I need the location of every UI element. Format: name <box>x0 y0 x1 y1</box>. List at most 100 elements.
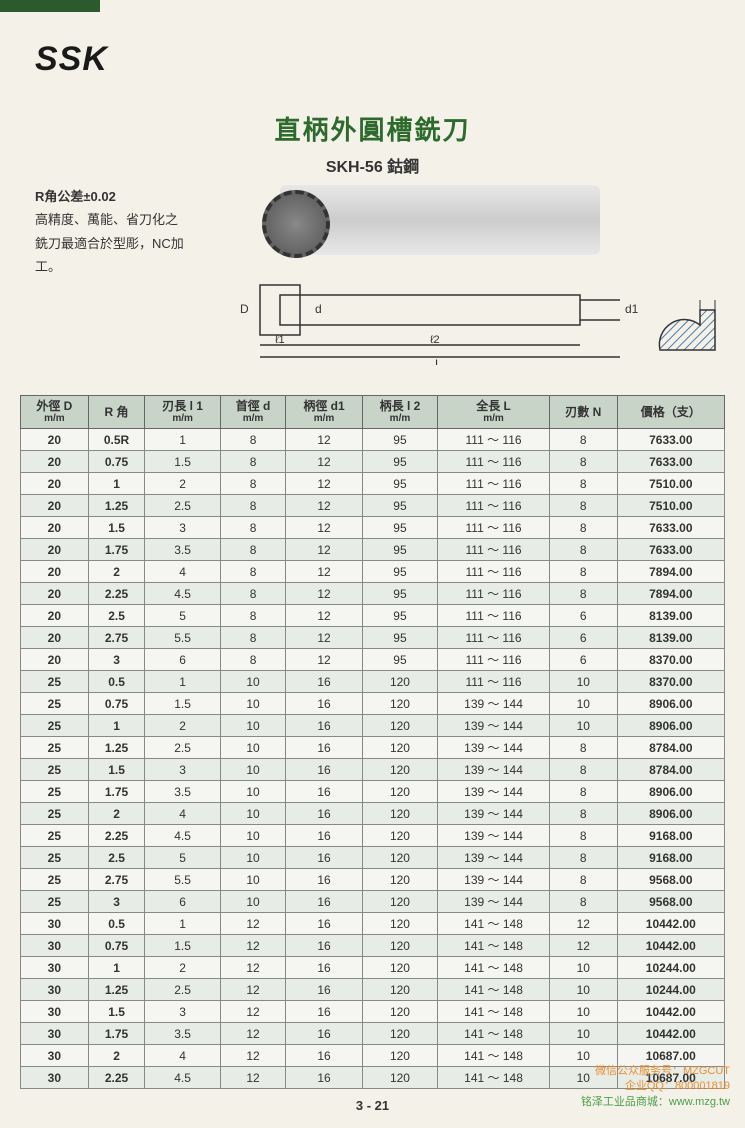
table-cell: 120 <box>362 671 437 693</box>
main-title: 直柄外圓槽銑刀 <box>0 110 745 147</box>
table-cell: 16 <box>286 1001 362 1023</box>
table-cell: 10 <box>549 957 617 979</box>
table-cell: 25 <box>21 825 89 847</box>
table-cell: 8 <box>549 781 617 803</box>
table-cell: 25 <box>21 803 89 825</box>
table-cell: 139 ～ 144 <box>438 825 550 847</box>
table-row: 252.254.51016120139 ～ 14489168.00 <box>21 825 725 847</box>
table-cell: 7633.00 <box>617 429 724 451</box>
table-cell: 30 <box>21 1001 89 1023</box>
table-cell: 5.5 <box>145 627 220 649</box>
table-cell: 16 <box>286 781 362 803</box>
table-cell: 12 <box>286 429 362 451</box>
table-cell: 111 ～ 116 <box>438 649 550 671</box>
footer-line2: 企业QQ：800001819 <box>581 1079 730 1094</box>
table-cell: 8 <box>549 847 617 869</box>
table-cell: 8 <box>220 495 285 517</box>
table-cell: 95 <box>362 517 437 539</box>
col-header: 柄長 l 2m/m <box>362 396 437 429</box>
table-cell: 10 <box>220 803 285 825</box>
table-cell: 120 <box>362 935 437 957</box>
table-cell: 20 <box>21 583 89 605</box>
table-cell: 9568.00 <box>617 869 724 891</box>
table-cell: 16 <box>286 1023 362 1045</box>
table-row: 201281295111 ～ 11687510.00 <box>21 473 725 495</box>
table-cell: 12 <box>220 1045 285 1067</box>
table-cell: 120 <box>362 1023 437 1045</box>
table-cell: 95 <box>362 583 437 605</box>
table-cell: 2.5 <box>88 847 145 869</box>
table-cell: 8 <box>220 605 285 627</box>
table-cell: 12 <box>286 649 362 671</box>
table-cell: 3.5 <box>145 781 220 803</box>
table-cell: 20 <box>21 539 89 561</box>
table-row: 300.751.51216120141 ～ 1481210442.00 <box>21 935 725 957</box>
table-cell: 8 <box>220 649 285 671</box>
table-cell: 8 <box>220 539 285 561</box>
table-cell: 20 <box>21 495 89 517</box>
table-cell: 12 <box>286 539 362 561</box>
table-cell: 139 ～ 144 <box>438 891 550 913</box>
table-cell: 9168.00 <box>617 847 724 869</box>
profile-detail-drawing <box>650 290 730 370</box>
diagram-area: D d d1 ℓ1 ℓ2 L <box>210 185 670 365</box>
table-cell: 12 <box>549 935 617 957</box>
table-cell: 16 <box>286 759 362 781</box>
table-cell: 111 ～ 116 <box>438 583 550 605</box>
table-cell: 20 <box>21 649 89 671</box>
table-cell: 12 <box>286 561 362 583</box>
note-block: R角公差±0.02 高精度、萬能、省刀化之銑刀最適合於型彫，NC加工。 <box>35 185 185 279</box>
table-cell: 16 <box>286 693 362 715</box>
table-cell: 3 <box>88 649 145 671</box>
table-cell: 2.75 <box>88 869 145 891</box>
table-row: 252.755.51016120139 ～ 14489568.00 <box>21 869 725 891</box>
label-d: d <box>315 302 322 316</box>
table-cell: 141 ～ 148 <box>438 1001 550 1023</box>
table-row: 301.252.51216120141 ～ 1481010244.00 <box>21 979 725 1001</box>
table-row: 301.753.51216120141 ～ 1481010442.00 <box>21 1023 725 1045</box>
table-cell: 4.5 <box>145 1067 220 1089</box>
table-cell: 10 <box>220 693 285 715</box>
table-cell: 20 <box>21 429 89 451</box>
table-cell: 8370.00 <box>617 671 724 693</box>
table-cell: 7633.00 <box>617 517 724 539</box>
table-cell: 16 <box>286 869 362 891</box>
table-cell: 12 <box>220 1001 285 1023</box>
table-cell: 139 ～ 144 <box>438 737 550 759</box>
table-cell: 12 <box>286 451 362 473</box>
col-header: 刃長 l 1m/m <box>145 396 220 429</box>
table-cell: 4 <box>145 1045 220 1067</box>
table-cell: 8 <box>549 561 617 583</box>
table-cell: 120 <box>362 759 437 781</box>
table-cell: 10 <box>220 781 285 803</box>
table-cell: 8906.00 <box>617 715 724 737</box>
table-cell: 16 <box>286 825 362 847</box>
table-cell: 120 <box>362 1045 437 1067</box>
table-cell: 120 <box>362 913 437 935</box>
table-cell: 120 <box>362 737 437 759</box>
table-cell: 3.5 <box>145 539 220 561</box>
table-cell: 8 <box>549 869 617 891</box>
table-cell: 25 <box>21 693 89 715</box>
table-cell: 12 <box>220 935 285 957</box>
table-cell: 8784.00 <box>617 737 724 759</box>
table-cell: 141 ～ 148 <box>438 957 550 979</box>
brand-logo: SSK <box>35 40 108 79</box>
table-cell: 10 <box>549 1001 617 1023</box>
table-cell: 16 <box>286 935 362 957</box>
table-cell: 120 <box>362 891 437 913</box>
table-cell: 1.75 <box>88 539 145 561</box>
col-header: 全長 Lm/m <box>438 396 550 429</box>
table-cell: 8 <box>549 539 617 561</box>
table-cell: 8 <box>549 803 617 825</box>
table-cell: 0.5 <box>88 913 145 935</box>
table-row: 251.252.51016120139 ～ 14488784.00 <box>21 737 725 759</box>
table-row: 25361016120139 ～ 14489568.00 <box>21 891 725 913</box>
table-cell: 12 <box>220 913 285 935</box>
table-cell: 10244.00 <box>617 957 724 979</box>
table-cell: 2.75 <box>88 627 145 649</box>
table-cell: 1.25 <box>88 979 145 1001</box>
table-cell: 139 ～ 144 <box>438 847 550 869</box>
table-cell: 16 <box>286 979 362 1001</box>
table-cell: 25 <box>21 781 89 803</box>
